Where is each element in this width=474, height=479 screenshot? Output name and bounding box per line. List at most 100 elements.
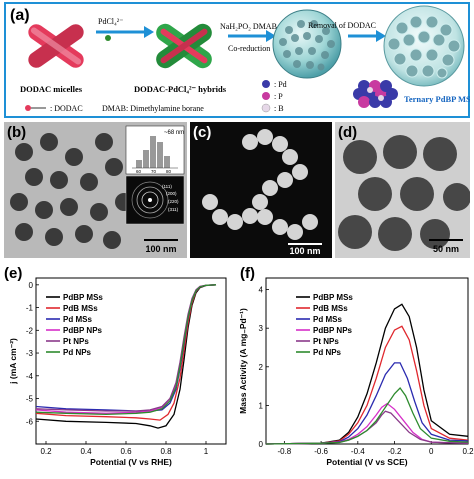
particles-d: [338, 135, 471, 251]
pd-legend-dot: [262, 80, 270, 88]
hybrids-label: DODAC-PdCl₄²⁻ hybrids: [134, 84, 227, 94]
legend-label: Pd MSs: [63, 315, 92, 324]
atom-cluster: [353, 80, 398, 108]
chart-f: -0.8 -0.6 -0.4 -0.2 0 0.2 0 1 2 3 4 Potential (V vs…: [238, 265, 474, 467]
arrow-3: [348, 30, 386, 42]
plot-frame: [265, 277, 469, 445]
x-tick-label: 0: [429, 447, 434, 456]
particles-c: [202, 129, 318, 240]
y-tick-label: 2: [259, 363, 264, 372]
plot-frame: [35, 277, 227, 445]
x-tick-label: 1: [204, 447, 209, 456]
legend-label: PdB MSs: [313, 304, 348, 313]
panel-label: (e): [4, 265, 22, 282]
panel-e: 0.2 0.4 0.6 0.8 1 0 -1 -2 -3 -4 -5 -6 Potential (V v…: [0, 262, 236, 474]
y-tick-label: -6: [26, 417, 34, 426]
x-tick-label: 0.6: [120, 447, 132, 456]
saed-200: (200): [166, 191, 177, 196]
x-tick-label: -0.8: [277, 447, 291, 456]
legend-label: Pt NPs: [313, 337, 339, 346]
panel-c: 100 nm (c): [190, 122, 332, 258]
b-legend-label: : B: [274, 104, 284, 113]
scheme-diagram: (a) PdCl₄²⁻ NaH₂PO₂ DMAB Co-reduction Re…: [4, 2, 474, 118]
tem-image-d: 50 nm (d): [335, 122, 471, 258]
y-tick-label: 0: [259, 440, 264, 449]
pd-legend-label: : Pd: [274, 80, 287, 89]
step3-label: Removal of DODAC: [308, 21, 376, 30]
panel-b: ~68 nm 60 70 80 (111) (200) (220) (311) …: [4, 122, 187, 258]
y-tick-label: -1: [26, 304, 34, 313]
tem-image-b: ~68 nm 60 70 80 (111) (200) (220) (311) …: [4, 122, 187, 258]
scale-label-c: 100 nm: [289, 246, 320, 256]
b-legend-dot: [261, 103, 271, 113]
x-tick-label: -0.4: [351, 447, 365, 456]
x-tick-label: 0.2: [462, 447, 474, 456]
legend-label: PdBP MSs: [313, 293, 353, 302]
micelles-label: DODAC micelles: [20, 84, 83, 94]
panel-a-label: (a): [10, 7, 30, 24]
x-tick-label: 0.4: [80, 447, 92, 456]
arrow-2: [228, 30, 276, 42]
p-legend-dot: [262, 92, 270, 100]
saed-inset: (111) (200) (220) (311): [125, 175, 185, 225]
y-tick-label: -5: [26, 395, 34, 404]
histogram-inset: ~68 nm 60 70 80: [125, 125, 185, 175]
hybrid-cross: [156, 23, 212, 69]
step1-label: PdCl₄²⁻: [98, 17, 123, 26]
x-tick-label: 0.2: [40, 447, 52, 456]
y-tick-label: 3: [259, 324, 264, 333]
legend-label: PdB MSs: [63, 304, 98, 313]
chart-e: 0.2 0.4 0.6 0.8 1 0 -1 -2 -3 -4 -5 -6 Potential (V v…: [4, 265, 227, 467]
inset-size-label: ~68 nm: [164, 130, 184, 136]
saed-220: (220): [168, 199, 179, 204]
inset-tick-60: 60: [136, 169, 142, 174]
panel-f: -0.8 -0.6 -0.4 -0.2 0 0.2 0 1 2 3 4 Potential (V vs…: [236, 262, 474, 474]
series-line-pd-mss: [265, 362, 469, 445]
y-tick-label: 1: [259, 401, 264, 410]
scale-label-b: 100 nm: [145, 244, 176, 254]
y-axis-label: Mass Activity (A mg₋Pd⁻¹): [238, 308, 248, 414]
panel-a: (a) PdCl₄²⁻ NaH₂PO₂ DMAB Co-reduction Re…: [4, 2, 474, 118]
inset-tick-80: 80: [166, 169, 172, 174]
y-tick-label: -2: [26, 326, 34, 335]
y-tick-label: -4: [26, 372, 34, 381]
legend-label: Pt NPs: [63, 337, 89, 346]
legend-label: PdBP MSs: [63, 293, 103, 302]
particles-b: [10, 133, 133, 249]
series-line-pdbp-mss: [265, 303, 469, 445]
legend-label: Pd NPs: [63, 348, 92, 357]
product-sphere: [383, 5, 465, 87]
legend-label: Pd MSs: [313, 315, 342, 324]
panel-label: (f): [240, 265, 255, 282]
y-axis-label: j (mA cm⁻²): [8, 338, 18, 385]
y-tick-label: 0: [29, 281, 34, 290]
scale-label-d: 50 nm: [433, 244, 459, 254]
p-legend-label: : P: [274, 92, 283, 101]
panel-b-label: (b): [7, 124, 26, 141]
x-tick-label: -0.6: [314, 447, 328, 456]
legend-label: PdBP NPs: [63, 326, 103, 335]
step2-top-label: NaH₂PO₂ DMAB: [220, 22, 277, 31]
coated-sphere: [272, 9, 342, 79]
x-axis-label: Potential (V vs SCE): [326, 457, 407, 467]
dmab-legend-label: DMAB: Dimethylamine borane: [102, 104, 204, 113]
step2-bottom-label: Co-reduction: [228, 44, 270, 53]
x-axis-label: Potential (V vs RHE): [90, 457, 172, 467]
series-line-pd-nps: [35, 284, 217, 416]
x-tick-label: 0.8: [160, 447, 172, 456]
x-tick-label: -0.2: [388, 447, 402, 456]
micelle-cross: [28, 24, 84, 68]
series-line-pdb-mss: [265, 325, 469, 445]
sem-image-c: 100 nm (c): [190, 122, 332, 258]
panel-d: 50 nm (d): [335, 122, 471, 258]
inset-tick-70: 70: [151, 169, 157, 174]
legend-label: Pd NPs: [313, 348, 342, 357]
dodac-legend-label: : DODAC: [50, 104, 83, 113]
legend-label: PdBP NPs: [313, 326, 353, 335]
product-label: Ternary PdBP MSs: [404, 94, 470, 104]
y-tick-label: -3: [26, 349, 34, 358]
y-tick-label: 4: [259, 286, 264, 295]
saed-311: (311): [168, 207, 179, 212]
saed-111: (111): [162, 184, 172, 189]
panel-d-label: (d): [338, 124, 357, 141]
